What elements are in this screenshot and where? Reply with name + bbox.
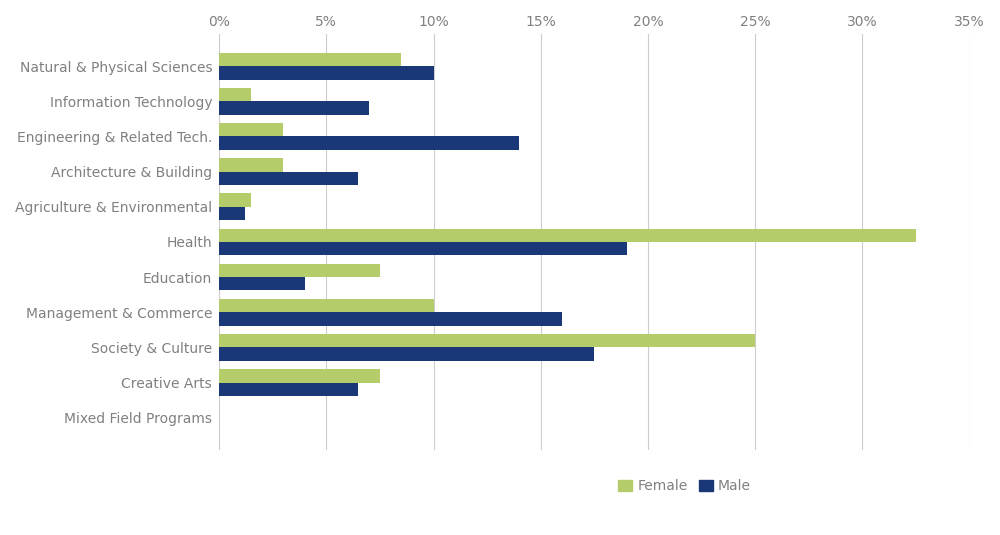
Bar: [219, 299, 434, 312]
Bar: [219, 207, 245, 220]
Bar: [219, 228, 916, 242]
Bar: [219, 383, 358, 396]
Bar: [219, 334, 755, 347]
Bar: [219, 369, 380, 383]
Bar: [219, 123, 283, 136]
Bar: [219, 136, 519, 150]
Bar: [219, 53, 401, 66]
Bar: [219, 66, 434, 80]
Bar: [219, 101, 369, 114]
Bar: [219, 264, 380, 277]
Bar: [219, 242, 627, 255]
Bar: [219, 158, 283, 172]
Bar: [219, 347, 594, 361]
Bar: [219, 277, 305, 291]
Bar: [219, 172, 358, 185]
Bar: [219, 88, 251, 101]
Legend: Female, Male: Female, Male: [612, 473, 757, 499]
Bar: [219, 194, 251, 207]
Bar: [219, 312, 562, 326]
